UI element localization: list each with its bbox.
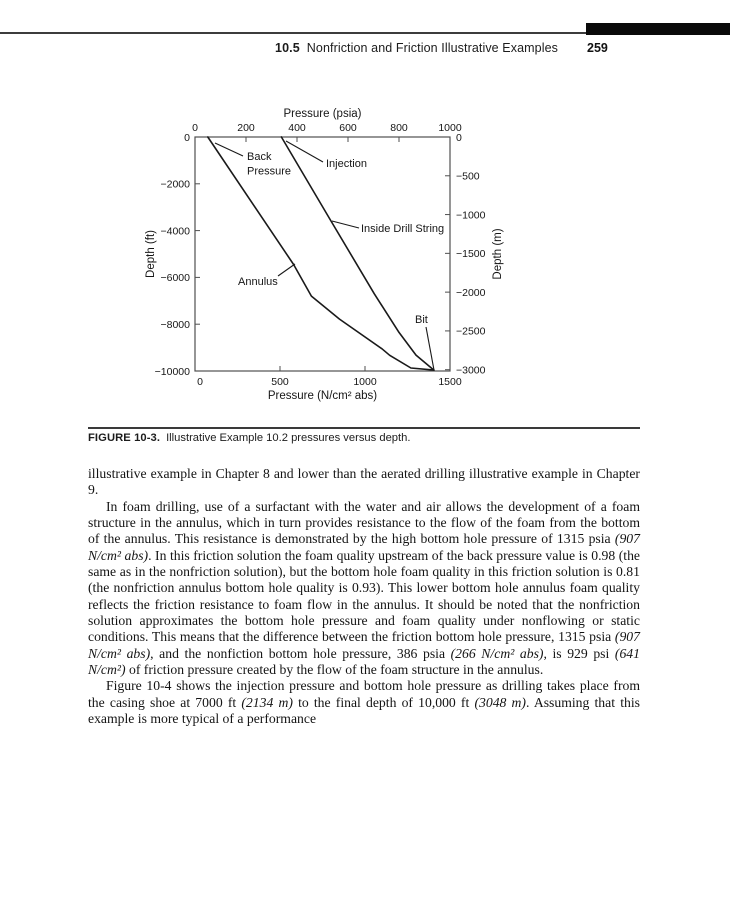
left-tick-label: −2000 <box>161 179 191 191</box>
bottom-tick-label: 500 <box>271 376 289 388</box>
body-text: illustrative example in Chapter 8 and lo… <box>88 466 640 728</box>
figure-caption-text: Illustrative Example 10.2 pressures vers… <box>166 432 411 444</box>
header-rule <box>0 32 588 34</box>
section-title: Nonfriction and Friction Illustrative Ex… <box>306 41 558 55</box>
left-tick-label: −6000 <box>161 272 191 284</box>
page-number: 259 <box>587 41 608 55</box>
annulus-label: Annulus <box>238 276 278 288</box>
right-tick-label: 0 <box>456 132 462 144</box>
annulus-curve <box>207 136 435 371</box>
paragraph: In foam drilling, use of a surfactant wi… <box>88 498 640 678</box>
left-tick-label: 0 <box>184 132 190 144</box>
running-header: 10.5 Nonfriction and Friction Illustrativ… <box>275 41 558 55</box>
annotation-leader <box>277 263 296 277</box>
right-tick-label: −3000 <box>456 365 486 377</box>
figure-caption-label: FIGURE 10-3. <box>88 432 161 444</box>
right-tick-label: −1000 <box>456 209 486 221</box>
bit-label: Bit <box>415 314 428 326</box>
left-tick-label: −8000 <box>161 319 191 331</box>
left-axis-title: Depth (ft) <box>145 230 157 278</box>
right-tick-label: −2000 <box>456 287 486 299</box>
figure-caption: FIGURE 10-3. Illustrative Example 10.2 pr… <box>88 432 648 444</box>
right-tick-label: −2500 <box>456 326 486 338</box>
injection-label: Injection <box>326 158 367 170</box>
annotation-leader <box>285 140 324 163</box>
plot-border <box>194 136 451 372</box>
figure-10-3: 0 200 400 600 800 1000 Pressure (psia) 0 500 1000… <box>140 100 520 420</box>
right-tick-label: −1500 <box>456 248 486 260</box>
bottom-tick-label: 0 <box>197 376 203 388</box>
top-tick-label: 600 <box>339 122 357 134</box>
caption-rule <box>88 427 640 429</box>
header-corner-bar <box>586 23 730 35</box>
right-tick-label: −500 <box>456 171 480 183</box>
top-tick-label: 800 <box>390 122 408 134</box>
left-tick-label: −4000 <box>161 225 191 237</box>
bottom-axis-title: Pressure (N/cm² abs) <box>268 390 377 402</box>
inside-drill-string-label: Inside Drill String <box>361 223 444 235</box>
paragraph: illustrative example in Chapter 8 and lo… <box>88 466 640 498</box>
pressure-depth-chart: 0 200 400 600 800 1000 Pressure (psia) 0 500 1000… <box>145 108 504 402</box>
back-pressure-label: Back <box>247 151 272 163</box>
annotation-leader <box>425 326 435 371</box>
bottom-tick-label: 1500 <box>438 376 462 388</box>
top-tick-label: 200 <box>237 122 255 134</box>
annotation-leader <box>331 220 360 229</box>
left-tick-label: −10000 <box>155 366 190 378</box>
top-axis-title: Pressure (psia) <box>284 108 362 120</box>
right-axis-title: Depth (m) <box>492 228 504 279</box>
inside-drill-string-curve <box>280 136 435 371</box>
top-tick-label: 0 <box>192 122 198 134</box>
top-tick-label: 400 <box>288 122 306 134</box>
bottom-tick-label: 1000 <box>353 376 377 388</box>
annotation-leader <box>214 142 244 157</box>
back-pressure-label: Pressure <box>247 166 291 178</box>
top-tick-label: 1000 <box>438 122 462 134</box>
section-number: 10.5 <box>275 41 300 55</box>
paragraph: Figure 10-4 shows the injection pressure… <box>88 678 640 727</box>
